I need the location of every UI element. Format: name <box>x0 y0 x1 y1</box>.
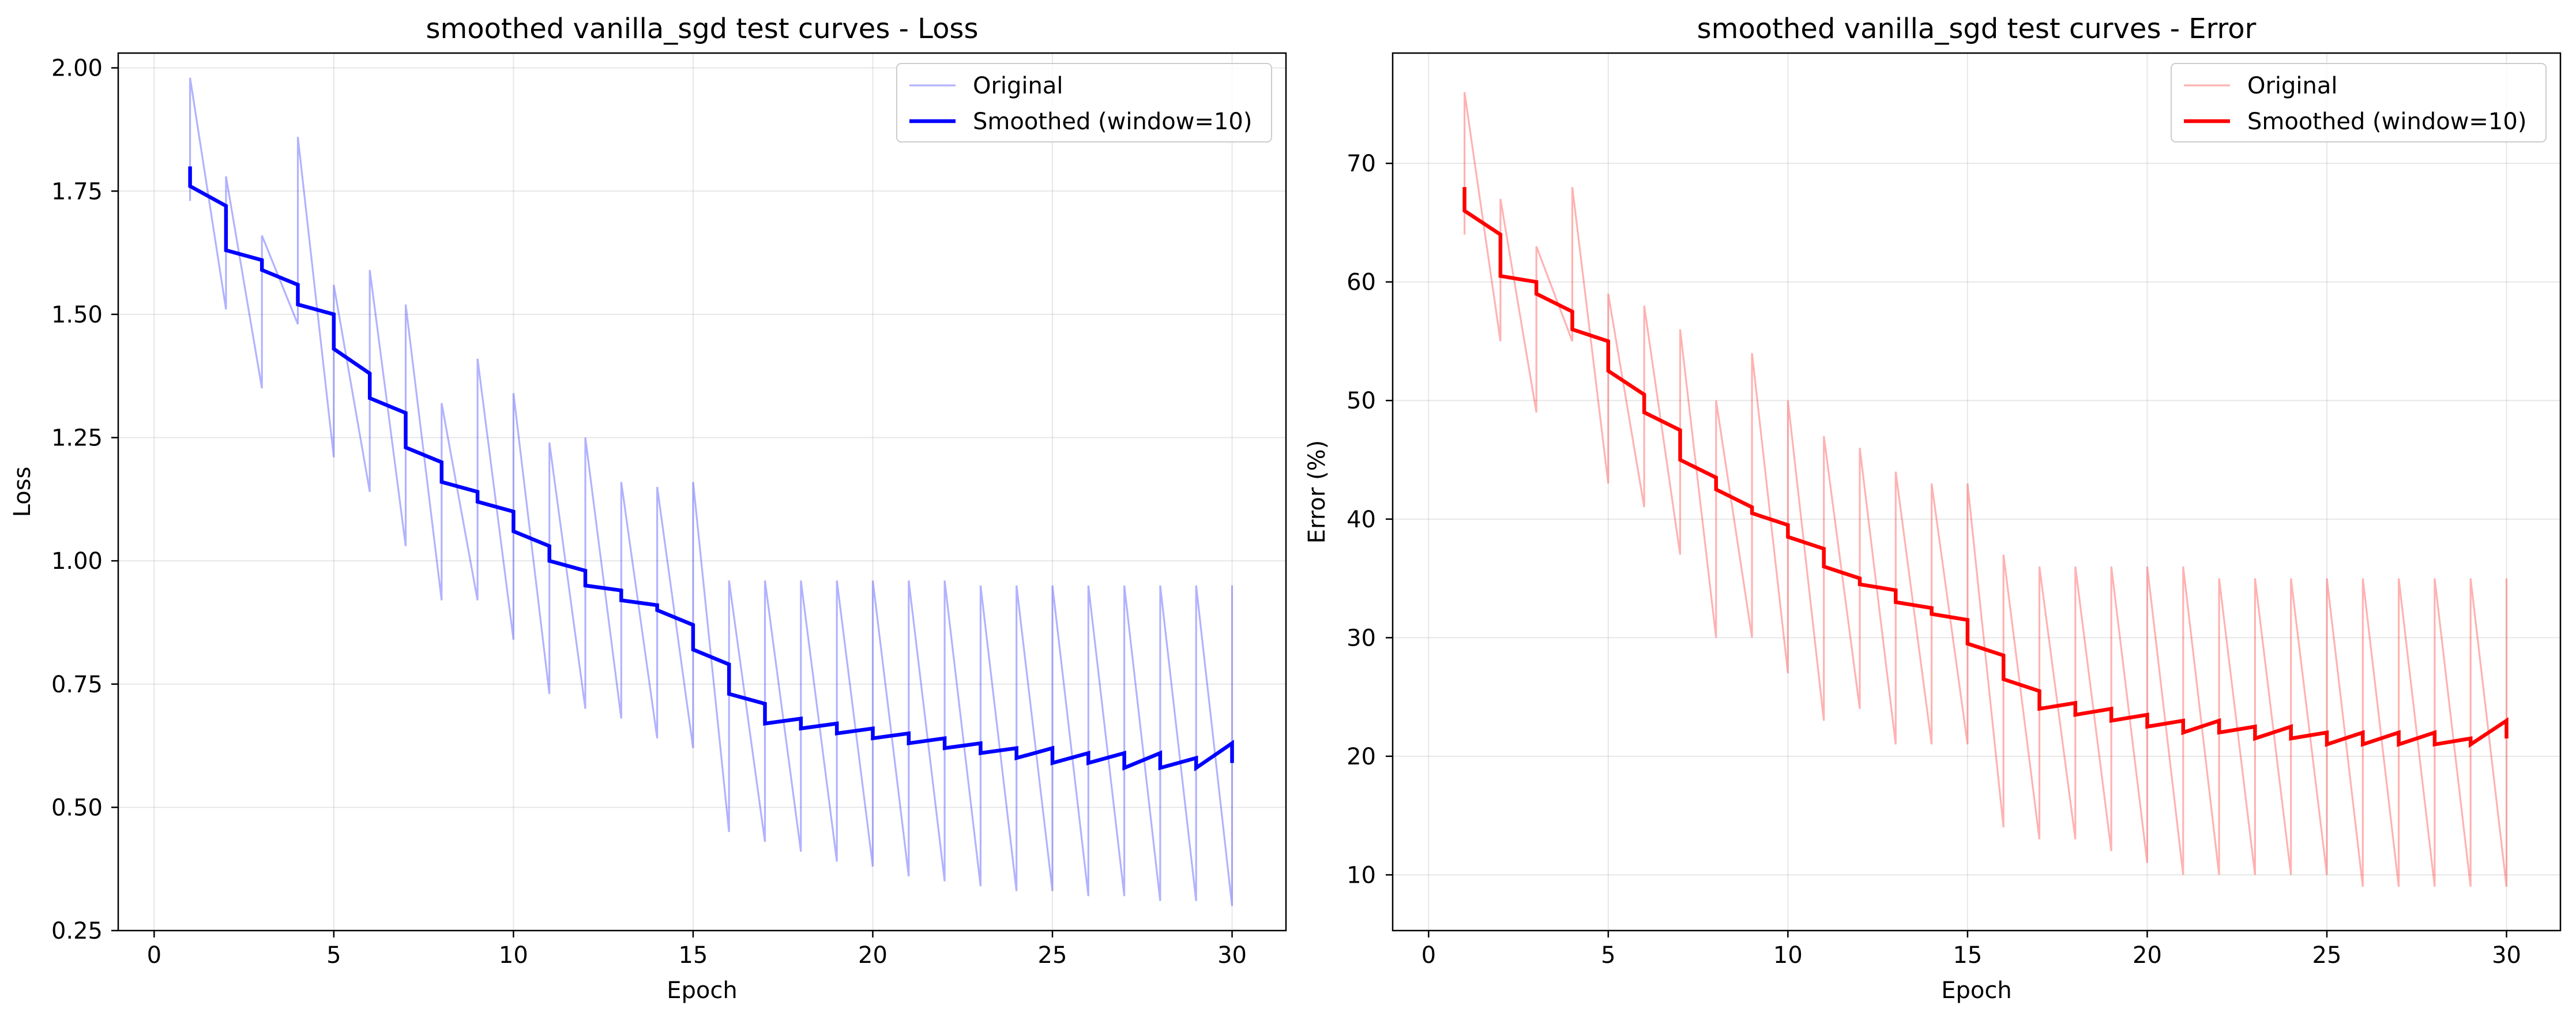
plot-area <box>1393 53 2560 931</box>
x-tick-label: 15 <box>678 942 708 969</box>
chart-title: smoothed vanilla_sgd test curves - Loss <box>426 13 979 45</box>
y-tick-label: 40 <box>1347 507 1376 533</box>
smoothed-series-line <box>188 166 1234 772</box>
x-tick-label: 30 <box>1217 942 1247 969</box>
axes-frame <box>1392 52 2562 932</box>
x-tick-label: 0 <box>147 942 161 969</box>
y-tick-label: 1.75 <box>51 178 103 205</box>
x-tick-label: 30 <box>2492 942 2521 969</box>
y-tick-label: 20 <box>1347 744 1376 770</box>
x-tick-label: 15 <box>1953 942 1982 969</box>
legend-label-original: Original <box>973 73 1063 99</box>
y-axis-label: Error (%) <box>1304 440 1330 543</box>
y-tick-label: 0.25 <box>51 918 103 944</box>
y-tick-label: 1.50 <box>51 302 103 328</box>
y-tick-label: 70 <box>1347 151 1376 177</box>
chart-title: smoothed vanilla_sgd test curves - Error <box>1697 13 2257 45</box>
legend: Original Smoothed (window=10) <box>896 63 1272 142</box>
legend-label-smoothed: Smoothed (window=10) <box>973 108 1252 135</box>
legend-label-original: Original <box>2247 73 2338 99</box>
x-tick-label: 10 <box>1773 942 1803 969</box>
x-axis-label: Epoch <box>1941 977 2011 1004</box>
x-tick-label: 5 <box>1601 942 1615 969</box>
y-axis-label: Loss <box>9 467 36 518</box>
legend: Original Smoothed (window=10) <box>2171 63 2547 142</box>
y-tick-label: 60 <box>1347 269 1376 296</box>
x-tick-label: 20 <box>858 942 888 969</box>
x-tick-label: 10 <box>499 942 528 969</box>
grid <box>1393 53 2560 931</box>
legend-label-smoothed: Smoothed (window=10) <box>2247 108 2526 135</box>
x-tick-label: 5 <box>326 942 341 969</box>
x-tick-label: 25 <box>2312 942 2342 969</box>
error-panel: 0 5 10 15 20 25 30 10 20 30 40 50 60 70 smoothed vanil… <box>1304 13 2562 1004</box>
y-tick-label: 50 <box>1347 388 1376 414</box>
legend-box <box>2171 63 2547 142</box>
x-tick-label: 20 <box>2133 942 2162 969</box>
y-tick-label: 30 <box>1347 625 1376 651</box>
loss-panel: 0 5 10 15 20 25 30 0.25 0.50 0.75 1.00 1.25 1.50 1.75… <box>9 13 1287 1004</box>
grid <box>118 53 1286 931</box>
y-tick-label: 2.00 <box>51 55 103 82</box>
y-tick-label: 1.00 <box>51 548 103 575</box>
axes-frame <box>117 52 1287 932</box>
legend-box <box>896 63 1272 142</box>
smoothed-series-line <box>1462 187 2509 748</box>
y-tick-label: 0.50 <box>51 794 103 821</box>
x-tick-label: 25 <box>1038 942 1067 969</box>
plot-area <box>118 53 1286 931</box>
y-tick-label: 1.25 <box>51 425 103 452</box>
y-tick-label: 0.75 <box>51 672 103 698</box>
y-tick-label: 10 <box>1347 862 1376 888</box>
x-tick-label: 0 <box>1421 942 1436 969</box>
x-axis-label: Epoch <box>667 977 737 1004</box>
original-series-line <box>1464 92 2508 887</box>
